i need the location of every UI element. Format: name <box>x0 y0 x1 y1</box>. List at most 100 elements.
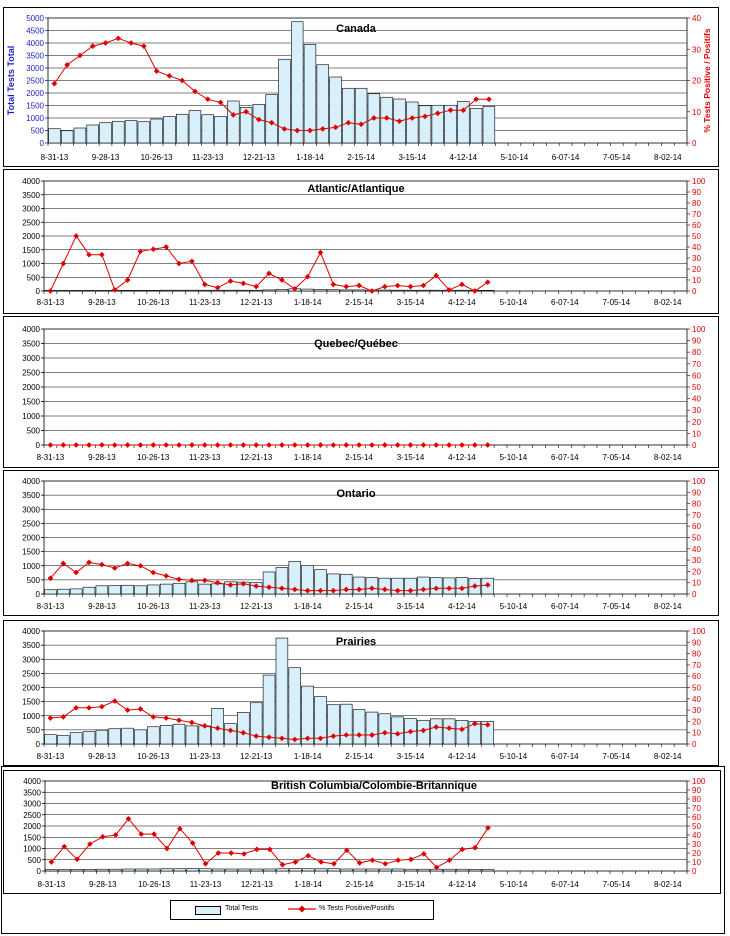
x-tick-label: 7-05-14 <box>602 602 630 611</box>
x-tick-label: 4-12-14 <box>448 453 476 462</box>
x-tick-label: 8-02-14 <box>654 153 682 162</box>
bar-total-tests <box>70 869 84 872</box>
y2-tick-label: 80 <box>692 348 701 357</box>
bar-total-tests <box>95 729 109 745</box>
bar-total-tests <box>469 108 483 144</box>
bar-total-tests <box>339 289 353 292</box>
point-percent-positive <box>394 587 401 594</box>
chart-canada: 0 500 1000 1500 2000 2500 3000 3500 4000 4500 5000… <box>6 14 712 162</box>
bar-total-tests <box>278 58 291 144</box>
bar-total-tests <box>185 725 199 745</box>
bar-total-tests <box>391 289 404 292</box>
bar-total-tests <box>147 726 160 745</box>
bar-total-tests <box>173 868 187 872</box>
bar-total-tests <box>57 290 70 292</box>
bar-total-tests <box>276 868 289 872</box>
bar-total-tests <box>342 87 355 144</box>
y-tick-label: 2500 <box>22 369 40 378</box>
bar-total-tests <box>262 289 276 292</box>
bar-total-tests <box>404 868 418 872</box>
y-tick-label: 1000 <box>22 562 40 571</box>
bar-total-tests <box>134 585 147 595</box>
x-tick-label: 11-23-13 <box>189 453 221 462</box>
bar-total-tests <box>69 588 83 595</box>
y2-tick-label: 50 <box>692 383 701 392</box>
bar-total-tests <box>263 868 276 872</box>
bar-total-tests <box>468 869 482 872</box>
bar-total-tests <box>250 868 264 872</box>
point-percent-positive <box>87 841 93 847</box>
y-tick-label: 2500 <box>22 519 40 528</box>
point-percent-positive <box>304 735 311 742</box>
x-tick-label: 5-10-14 <box>500 602 528 611</box>
legend-bars-swatch <box>195 906 221 915</box>
bar-total-tests <box>135 868 148 872</box>
y2-tick-label: 50 <box>692 232 701 241</box>
bar-total-tests <box>339 703 353 745</box>
x-tick-label: 2-15-14 <box>345 298 373 307</box>
bar-total-tests <box>378 713 392 745</box>
point-percent-positive <box>227 727 234 734</box>
point-percent-positive <box>291 442 298 448</box>
bar-total-tests <box>301 288 314 292</box>
bar-total-tests <box>172 723 186 745</box>
legend-line-label: % Tests Positive/Positifs <box>319 905 395 912</box>
bar-total-tests <box>404 577 417 595</box>
bar-total-tests <box>288 561 301 595</box>
bar-total-tests <box>44 589 57 595</box>
chart-title: Canada <box>336 23 377 35</box>
y-tick-label: 2000 <box>23 822 41 831</box>
bar-total-tests <box>198 583 211 595</box>
chart-atlantic: 0 500 1000 1500 2000 2500 3000 3500 4000 0 10 20 30 4… <box>22 177 706 307</box>
y-tick-label: 1500 <box>26 102 44 111</box>
y-tick-label: 2500 <box>23 811 41 820</box>
y2-tick-label: 70 <box>692 511 701 520</box>
y2-tick-label: 90 <box>692 488 701 497</box>
y-tick-label: 500 <box>31 127 45 136</box>
bar-total-tests <box>176 113 189 144</box>
y-tick-label: 3000 <box>22 205 40 214</box>
y-tick-label: 4500 <box>26 27 44 36</box>
bar-total-tests <box>482 105 496 144</box>
point-percent-positive <box>460 107 467 114</box>
x-tick-label: 1-18-14 <box>294 453 322 462</box>
x-tick-label: 8-31-13 <box>41 153 69 162</box>
bar-total-tests <box>160 868 174 872</box>
x-tick-label: 8-31-13 <box>37 752 65 761</box>
bar-total-tests <box>147 868 161 872</box>
y2-tick-label: 100 <box>692 325 706 334</box>
x-tick-label: 9-28-13 <box>88 453 116 462</box>
y-tick-label: 1000 <box>22 260 40 269</box>
point-percent-positive <box>446 442 452 448</box>
y-tick-label: 3000 <box>26 64 44 73</box>
x-tick-label: 8-02-14 <box>654 298 682 307</box>
y2-tick-label: 70 <box>692 804 701 813</box>
point-percent-positive <box>381 442 388 448</box>
y-tick-label: 1500 <box>23 833 41 842</box>
bar-total-tests <box>86 124 99 144</box>
x-tick-label: 3-15-14 <box>397 880 425 889</box>
chart-panel-atlantic: 0 500 1000 1500 2000 2500 3000 3500 4000 0 10 20 30 4… <box>3 169 719 314</box>
point-percent-positive <box>459 442 465 448</box>
point-percent-positive <box>153 68 160 74</box>
y2-tick-label: 20 <box>692 717 701 726</box>
bar-total-tests <box>275 567 289 595</box>
bar-total-tests <box>481 290 494 292</box>
bar-total-tests <box>147 290 160 292</box>
bar-total-tests <box>124 120 138 144</box>
point-percent-positive <box>356 282 362 289</box>
point-percent-positive <box>381 283 388 290</box>
x-tick-label: 8-31-13 <box>38 880 66 889</box>
y2-tick-label: 0 <box>692 287 697 296</box>
y2-tick-label: 30 <box>692 254 701 263</box>
bar-total-tests <box>58 869 71 872</box>
x-tick-label: 8-31-13 <box>37 602 65 611</box>
x-tick-label: 12-21-13 <box>240 298 273 307</box>
y-tick-label: 1500 <box>22 698 40 707</box>
x-tick-label: 11-23-13 <box>189 752 221 761</box>
x-tick-label: 4-12-14 <box>448 752 476 761</box>
bar-total-tests <box>379 868 392 872</box>
point-percent-positive <box>176 260 182 267</box>
bar-total-tests <box>159 583 173 595</box>
y-tick-label: 2500 <box>22 218 40 227</box>
